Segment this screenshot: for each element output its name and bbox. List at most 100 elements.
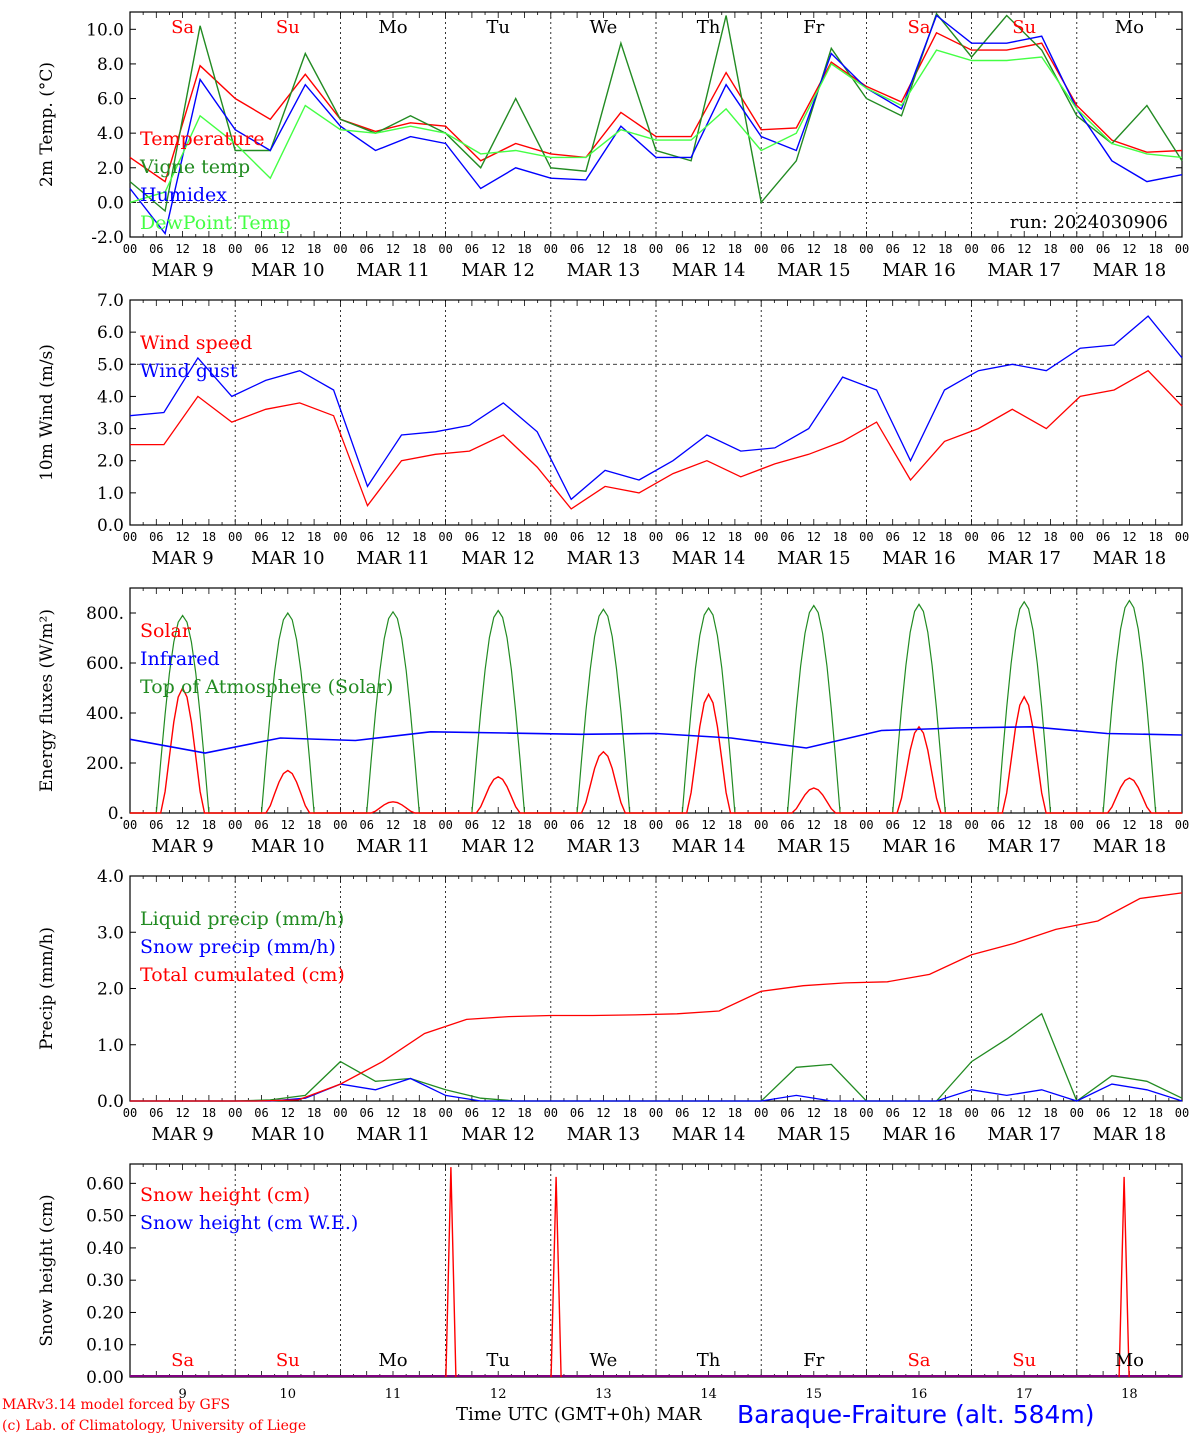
hour-tick-label: 12: [596, 818, 610, 832]
date-label: MAR 12: [461, 1124, 535, 1145]
date-label: MAR 18: [1093, 836, 1167, 857]
y-tick-label: 7.0: [97, 291, 124, 311]
date-label: MAR 15: [777, 1124, 851, 1145]
hour-tick-label: 00: [544, 1106, 558, 1120]
hour-tick-label: 00: [1070, 818, 1084, 832]
hour-tick-label: 18: [202, 530, 216, 544]
date-label: MAR 10: [251, 260, 325, 281]
hour-tick-label: 00: [544, 818, 558, 832]
hour-tick-label: 18: [202, 818, 216, 832]
y-tick-label: 8.0: [97, 55, 124, 75]
legend-wind-speed: Wind speed: [140, 332, 252, 354]
hour-tick-label: 12: [807, 530, 821, 544]
date-label: MAR 17: [987, 836, 1061, 857]
hour-tick-label: 00: [123, 530, 137, 544]
hour-tick-label: 12: [1122, 530, 1136, 544]
hour-tick-label: 12: [386, 530, 400, 544]
hour-tick-label: 00: [964, 242, 978, 256]
hour-tick-label: 12: [386, 1106, 400, 1120]
hour-tick-label: 00: [1070, 242, 1084, 256]
date-label: MAR 9: [152, 260, 214, 281]
hour-tick-label: 12: [596, 1106, 610, 1120]
hour-tick-label: 18: [202, 242, 216, 256]
day-label: We: [590, 1350, 618, 1371]
y-tick-label: 3.0: [97, 420, 124, 440]
y-tick-label: 0.: [108, 804, 124, 824]
y-tick-label: 2.0: [97, 159, 124, 179]
hour-tick-label: 12: [386, 818, 400, 832]
date-label: MAR 12: [461, 548, 535, 569]
series-line-vigne-temp: [129, 12, 1183, 213]
hour-tick-label: 00: [754, 818, 768, 832]
hour-tick-label: 18: [1043, 1106, 1057, 1120]
y-tick-label: 600.: [86, 654, 124, 674]
day-label: Sa: [907, 17, 930, 38]
day-label: Su: [276, 17, 300, 38]
hour-tick-label: 12: [175, 530, 189, 544]
hour-tick-label: 06: [465, 530, 479, 544]
hour-tick-label: 18: [728, 1106, 742, 1120]
date-number-label: 10: [280, 1387, 297, 1402]
hour-tick-label: 12: [701, 818, 715, 832]
hour-tick-label: 18: [412, 530, 426, 544]
snow-height-spike: [1118, 1176, 1130, 1378]
hour-tick-label: 18: [938, 530, 952, 544]
hour-tick-label: 18: [622, 530, 636, 544]
hour-tick-label: 06: [780, 1106, 794, 1120]
hour-tick-label: 18: [938, 1106, 952, 1120]
hour-tick-label: 18: [517, 1106, 531, 1120]
y-tick-label: 0.60: [86, 1174, 124, 1194]
hour-tick-label: 00: [754, 1106, 768, 1120]
hour-tick-label: 00: [123, 242, 137, 256]
date-label: MAR 10: [251, 836, 325, 857]
legend-temperature: Temperature: [140, 128, 264, 150]
hour-tick-label: 06: [359, 242, 373, 256]
hour-tick-label: 12: [912, 1106, 926, 1120]
day-label: Su: [1012, 1350, 1036, 1371]
hour-tick-label: 00: [1070, 530, 1084, 544]
hour-tick-label: 12: [1017, 818, 1031, 832]
hour-tick-label: 00: [964, 818, 978, 832]
series-line-toa-solar: [130, 599, 1182, 814]
legend-top-of-atmosphere-solar-: Top of Atmosphere (Solar): [140, 676, 393, 698]
hour-tick-label: 00: [544, 242, 558, 256]
x-axis-label: Time UTC (GMT+0h) MAR: [456, 1404, 702, 1425]
hour-tick-label: 00: [649, 818, 663, 832]
hour-tick-label: 18: [1148, 530, 1162, 544]
hour-tick-label: 00: [123, 1106, 137, 1120]
hour-tick-label: 12: [596, 242, 610, 256]
hour-tick-label: 18: [412, 1106, 426, 1120]
hour-tick-label: 00: [228, 530, 242, 544]
date-label: MAR 14: [672, 1124, 746, 1145]
hour-tick-label: 12: [1017, 530, 1031, 544]
hour-tick-label: 18: [1043, 242, 1057, 256]
hour-tick-label: 12: [175, 1106, 189, 1120]
day-label: Mo: [378, 1350, 407, 1371]
hour-tick-label: 12: [281, 818, 295, 832]
hour-tick-label: 00: [754, 530, 768, 544]
hour-tick-label: 06: [885, 530, 899, 544]
hour-tick-label: 18: [622, 242, 636, 256]
hour-tick-label: 00: [1175, 818, 1189, 832]
hour-tick-label: 06: [149, 818, 163, 832]
hour-tick-label: 06: [991, 242, 1005, 256]
date-label: MAR 15: [777, 548, 851, 569]
y-tick-label: 0.0: [97, 193, 124, 213]
hour-tick-label: 12: [1017, 1106, 1031, 1120]
date-label: MAR 12: [461, 260, 535, 281]
hour-tick-label: 18: [1148, 818, 1162, 832]
hour-tick-label: 06: [780, 818, 794, 832]
hour-tick-label: 18: [517, 530, 531, 544]
hour-tick-label: 06: [149, 1106, 163, 1120]
day-label: Sa: [907, 1350, 930, 1371]
y-tick-label: 5.0: [97, 355, 124, 375]
day-label: Fr: [803, 1350, 824, 1371]
hour-tick-label: 06: [254, 530, 268, 544]
date-label: MAR 11: [356, 1124, 430, 1145]
hour-tick-label: 06: [1096, 530, 1110, 544]
hour-tick-label: 18: [833, 242, 847, 256]
hour-tick-label: 00: [333, 530, 347, 544]
y-axis-label: Snow height (cm): [37, 1194, 57, 1346]
hour-tick-label: 18: [938, 818, 952, 832]
hour-tick-label: 18: [202, 1106, 216, 1120]
